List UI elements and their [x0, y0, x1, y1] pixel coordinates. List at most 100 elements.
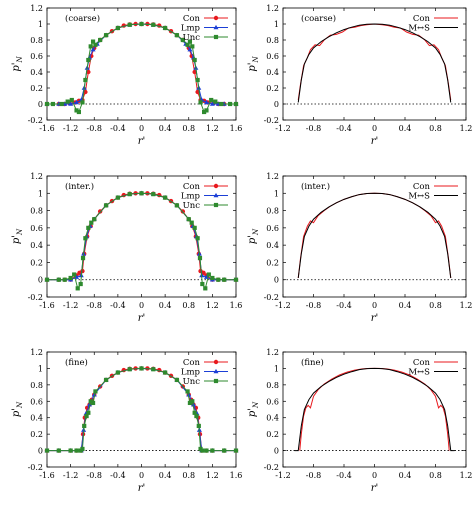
legend-label: Lmp	[181, 24, 201, 34]
y-tick-label: 1.2	[30, 172, 43, 181]
data-point-17	[139, 21, 144, 27]
data-point-10	[90, 400, 96, 406]
x-axis-label: r'	[138, 483, 146, 494]
x-tick-label: 1.2	[460, 471, 473, 480]
y-tick-label: 0.6	[30, 52, 43, 61]
x-tick-label: 1.2	[206, 471, 219, 480]
data-point-28	[216, 277, 221, 282]
y-tick-label: 0.4	[30, 414, 43, 423]
data-point-legend-0	[213, 359, 219, 365]
data-point-13	[115, 195, 120, 200]
x-tick-label: 0.4	[159, 124, 172, 133]
data-point-30	[233, 277, 239, 282]
data-point-20	[189, 220, 194, 225]
panel-tag: (inter.)	[65, 181, 94, 192]
data-point-30	[233, 448, 239, 453]
series-2	[44, 191, 239, 291]
data-point-16	[151, 367, 156, 372]
series-1	[44, 365, 239, 453]
data-point-22	[195, 236, 200, 241]
panel-tag: (fine)	[301, 357, 324, 368]
data-point-7	[80, 100, 85, 105]
series-1	[297, 192, 452, 279]
x-tick-label: -1.2	[275, 471, 290, 480]
y-tick-label: 0.8	[266, 381, 279, 390]
data-point-6	[87, 401, 93, 407]
plot-frame	[282, 175, 467, 298]
legend-label: Lmp	[181, 368, 201, 378]
data-point-23	[187, 39, 193, 44]
data-point-11	[90, 39, 96, 44]
data-point-33	[227, 101, 233, 107]
series-2	[44, 366, 239, 453]
y-axis-label-base: p'	[247, 235, 258, 244]
data-point-4	[74, 99, 80, 105]
legend-label: Unc	[183, 201, 201, 211]
data-point-3	[68, 275, 73, 281]
data-point-16	[151, 192, 156, 197]
x-tick-label: 0	[139, 301, 144, 310]
series-line	[297, 23, 452, 101]
x-tick-label: -1.6	[39, 124, 54, 133]
data-point-30	[209, 97, 214, 103]
y-tick-label: 0.8	[30, 381, 43, 390]
chart-panel-c: -1.6 -1.2 -0.8 -0.4 0 0.4 0.8 1.2 1.6 -0.2 0 0.2 0.4…	[11, 172, 242, 324]
data-point-2	[62, 277, 67, 282]
data-point-legend-2	[213, 34, 219, 40]
x-tick-label: 1.2	[460, 301, 473, 310]
legend-label: M↔S	[408, 192, 430, 202]
y-tick-label: -0.2	[264, 116, 279, 125]
data-point-legend-2	[213, 378, 219, 384]
series-0	[297, 192, 452, 279]
panel-tag: (inter.)	[301, 181, 330, 192]
y-tick-label: 0.6	[266, 52, 279, 61]
x-tick-label: -0.4	[110, 301, 125, 310]
data-point-4	[72, 272, 77, 277]
series-line	[47, 23, 236, 105]
series-0	[299, 367, 450, 451]
data-point-12	[103, 377, 109, 383]
data-point-26	[200, 448, 205, 453]
y-tick-label: 0.4	[266, 414, 279, 423]
y-axis-label-subscript: N	[252, 228, 260, 236]
data-point-13	[115, 370, 120, 375]
x-tick-label: -0.8	[87, 301, 102, 310]
plot-frame	[282, 7, 467, 121]
data-point-19	[186, 217, 191, 222]
data-point-14	[127, 192, 132, 197]
data-point-21	[180, 37, 185, 43]
legend-label: Con	[413, 358, 431, 368]
data-point-9	[86, 57, 91, 63]
panel-tag: (fine)	[65, 357, 88, 368]
data-point-12	[93, 42, 98, 47]
x-axis-label: r'	[138, 313, 146, 324]
y-tick-label: -0.2	[28, 463, 43, 472]
data-point-6	[82, 423, 87, 429]
x-tick-label: 0.8	[429, 124, 442, 133]
y-tick-label: 0.2	[266, 258, 279, 267]
data-point-19	[163, 25, 168, 31]
data-point-29	[222, 448, 227, 453]
data-point-15	[139, 366, 144, 371]
y-axis-label-subscript: N	[16, 55, 24, 63]
y-tick-label: 0	[274, 447, 279, 456]
data-point-24	[200, 281, 205, 287]
data-point-15	[186, 392, 192, 397]
y-tick-label: 0.6	[266, 397, 279, 406]
data-point-2	[68, 448, 73, 453]
x-axis-label: r'	[138, 136, 146, 147]
y-axis-label-base: p'	[247, 62, 258, 71]
chart-panel-b: -1.2 -0.8 -0.4 0 0.4 0.8 1.2 -0.2 0 0.2 0.4 0.6 0.8 1…	[247, 4, 472, 147]
data-point-5	[74, 108, 79, 113]
data-point-19	[185, 389, 190, 394]
data-point-14	[103, 33, 109, 38]
data-point-28	[192, 69, 197, 75]
y-tick-label: 0.2	[266, 84, 279, 93]
x-tick-label: 0.4	[399, 124, 412, 133]
data-point-24	[196, 423, 201, 429]
x-tick-label: -1.2	[275, 124, 290, 133]
y-axis-label-subscript: N	[16, 228, 24, 236]
y-axis-label-subscript: N	[252, 401, 260, 409]
x-tick-label: 1.6	[230, 124, 243, 133]
